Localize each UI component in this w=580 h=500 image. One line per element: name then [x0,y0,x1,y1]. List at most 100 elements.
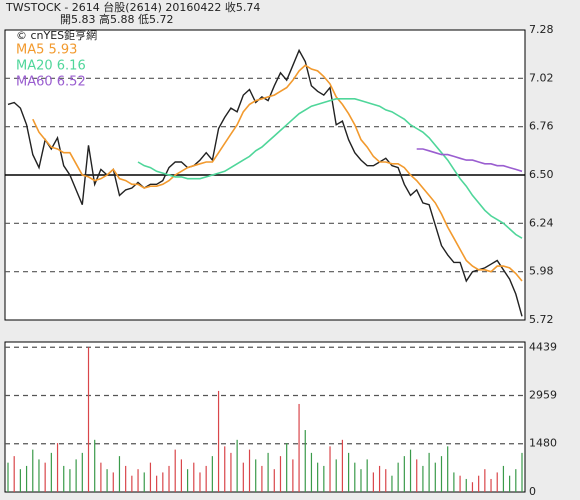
volume-bar [162,472,164,492]
volume-bar [409,449,412,492]
volume-bar [304,430,306,492]
volume-bar [298,403,300,492]
volume-bar [279,456,282,492]
volume-bar [453,472,455,492]
volume-bar [137,469,139,492]
volume-bar [502,465,505,492]
volume-bar [149,462,152,492]
volume-bar [471,482,474,492]
volume-panel [4,341,526,493]
volume-bar [484,469,486,492]
volume-bar [459,475,461,492]
volume-bar [366,459,368,492]
volume-bar [509,475,511,492]
volume-bar [224,446,226,492]
volume-bar [391,475,393,492]
volume-bar [478,475,480,492]
volume-bar [13,456,15,492]
volume-bar [378,465,381,492]
y-tick-label: 0 [529,485,536,498]
volume-bar [261,465,263,492]
volume-bar [422,465,424,492]
volume-bar [50,452,52,492]
legend-entry: MA60 6.52 [16,75,86,90]
volume-bar [317,462,319,492]
volume-bar [56,443,59,492]
volume-bar [25,465,28,492]
volume-bar [125,465,127,492]
volume-bar [521,452,523,492]
line-series [137,98,523,239]
header-line1: TWSTOCK - 2614 台股(2614) 20160422 收5.74 [5,0,260,14]
volume-bar [335,459,337,492]
legend-entry: MA5 5.93 [16,43,77,58]
volume-bar [69,469,71,492]
y-tick-label: 5.98 [529,265,554,278]
volume-bar [385,469,387,492]
volume-bar [174,449,176,492]
volume-bar [348,452,350,492]
volume-bar [329,446,331,492]
volume-bar [310,452,313,492]
volume-bar [75,459,77,492]
volume-bar [354,462,356,492]
volume-bar [7,462,9,492]
volume-bar [180,459,182,492]
volume-bar [372,472,374,492]
volume-bar [211,456,213,492]
volume-bar [434,462,436,492]
y-tick-label: 7.02 [529,71,554,84]
volume-bar [94,439,96,492]
source: © cnYES鉅亨網 [16,28,97,42]
volume-bar [156,475,158,492]
y-tick-label: 6.24 [529,216,554,229]
volume-bar [217,390,220,492]
volume-bar [63,465,65,492]
volume-bar [341,439,344,492]
y-tick-label: 6.76 [529,120,554,133]
volume-bar [440,456,443,492]
volume-bar [286,443,288,492]
volume-bar [230,452,232,492]
volume-bar [273,469,275,492]
volume-bar [168,465,170,492]
volume-bar [465,478,467,492]
y-tick-label: 7.28 [529,23,554,36]
volume-bar [403,456,405,492]
volume-bar [131,475,133,492]
volume-bar [106,469,108,492]
header-line2: 開5.83 高5.88 低5.72 [60,12,173,26]
volume-bar [267,452,269,492]
volume-bar [242,462,244,492]
volume-bar [118,456,121,492]
volume-bar [397,462,399,492]
volume-bar [248,449,251,492]
volume-bar [19,469,21,492]
volume-bar [323,465,325,492]
volume-bar [496,472,498,492]
volume-bar [255,459,257,492]
volume-bar [292,459,294,492]
line-series [7,48,523,317]
volume-bar [44,462,46,492]
volume-bar [186,469,189,492]
y-tick-label: 1480 [529,437,557,450]
volume-bar [428,452,430,492]
volume-bar [38,459,40,492]
volume-bar [143,472,145,492]
volume-bar [32,449,34,492]
volume-bar [112,472,114,492]
volume-bar [490,478,492,492]
y-tick-label: 4439 [529,340,557,353]
volume-bar [360,469,362,492]
volume-bar [236,439,238,492]
volume-bar [447,446,449,492]
line-series [32,64,523,282]
y-tick-label: 5.72 [529,313,554,326]
volume-bar [81,452,83,492]
line-series [416,148,523,173]
y-tick-label: 2959 [529,389,557,402]
legend-entry: MA20 6.16 [16,59,86,74]
volume-bar [100,462,102,492]
